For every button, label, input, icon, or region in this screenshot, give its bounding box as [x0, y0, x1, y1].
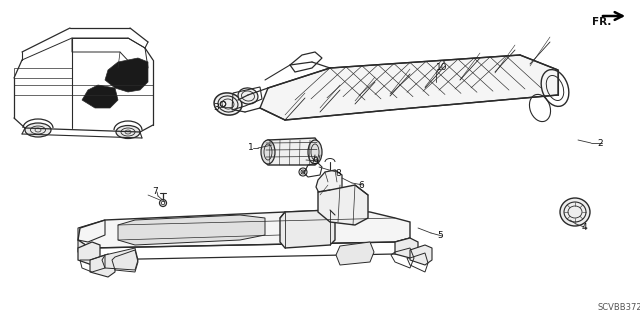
Text: FR.: FR. [592, 17, 611, 27]
Polygon shape [265, 138, 318, 165]
Text: 8: 8 [335, 168, 340, 177]
Ellipse shape [238, 88, 258, 104]
Polygon shape [118, 215, 265, 245]
Ellipse shape [214, 93, 242, 115]
Ellipse shape [116, 125, 140, 138]
Text: 7: 7 [152, 188, 157, 197]
Polygon shape [395, 238, 418, 258]
Polygon shape [78, 242, 100, 265]
Text: 3: 3 [213, 102, 219, 112]
Polygon shape [82, 85, 118, 108]
Polygon shape [316, 170, 342, 200]
Ellipse shape [261, 140, 275, 164]
Polygon shape [260, 55, 558, 120]
Polygon shape [105, 58, 148, 92]
Ellipse shape [25, 123, 51, 137]
Text: 1: 1 [248, 144, 253, 152]
Polygon shape [410, 245, 432, 265]
Polygon shape [90, 254, 115, 277]
Ellipse shape [308, 140, 322, 164]
Polygon shape [280, 210, 335, 248]
Polygon shape [318, 185, 368, 225]
Polygon shape [102, 248, 138, 270]
Text: 6: 6 [358, 181, 364, 189]
Text: 2: 2 [597, 138, 603, 147]
Ellipse shape [560, 198, 590, 226]
Text: 10: 10 [436, 63, 447, 71]
Polygon shape [78, 210, 410, 248]
Text: 4: 4 [582, 224, 588, 233]
Polygon shape [78, 240, 90, 260]
Polygon shape [336, 242, 374, 265]
Text: 5: 5 [437, 232, 443, 241]
Text: 9: 9 [312, 158, 317, 167]
Text: SCVBB3720: SCVBB3720 [598, 302, 640, 311]
